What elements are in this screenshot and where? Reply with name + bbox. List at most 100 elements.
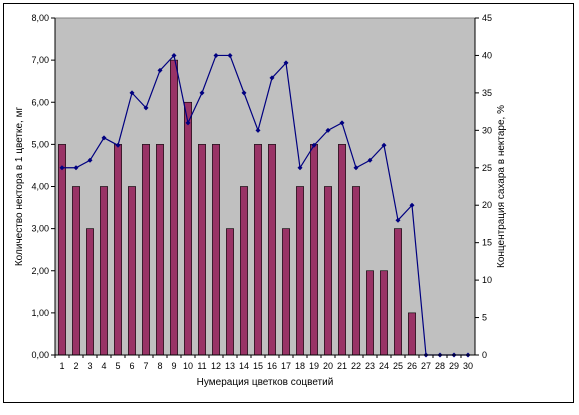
line-point bbox=[213, 52, 219, 58]
x-tick-label: 8 bbox=[157, 361, 162, 371]
bar bbox=[198, 144, 206, 356]
line-point bbox=[157, 67, 163, 73]
bar bbox=[338, 144, 346, 356]
x-tick-label: 24 bbox=[379, 361, 389, 371]
x-tick-label: 3 bbox=[87, 361, 92, 371]
bar bbox=[128, 186, 136, 356]
x-tick-label: 6 bbox=[129, 361, 134, 371]
left-tick-label: 3,00 bbox=[31, 224, 49, 234]
line-point bbox=[353, 165, 359, 171]
line-point bbox=[143, 105, 149, 111]
bar bbox=[324, 186, 332, 356]
line-point bbox=[367, 157, 373, 163]
line-point bbox=[87, 157, 93, 163]
bar bbox=[156, 144, 164, 356]
bar bbox=[268, 144, 276, 356]
bar bbox=[142, 144, 150, 356]
left-tick-label: 2,00 bbox=[31, 266, 49, 276]
bar bbox=[226, 228, 234, 356]
x-tick-label: 7 bbox=[143, 361, 148, 371]
line-point bbox=[297, 165, 303, 171]
bar bbox=[212, 144, 220, 356]
line-point bbox=[395, 217, 401, 223]
x-tick-label: 19 bbox=[309, 361, 319, 371]
bar bbox=[394, 228, 402, 356]
line-point bbox=[227, 52, 233, 58]
line-path bbox=[62, 54, 468, 356]
line-point bbox=[73, 165, 79, 171]
x-tick-label: 22 bbox=[351, 361, 361, 371]
x-tick-label: 15 bbox=[253, 361, 263, 371]
x-tick-label: 16 bbox=[267, 361, 277, 371]
bar bbox=[296, 186, 304, 356]
x-tick-label: 1 bbox=[59, 361, 64, 371]
bar bbox=[170, 59, 178, 356]
right-tick-label: 35 bbox=[482, 88, 492, 98]
left-tick-label: 1,00 bbox=[31, 308, 49, 318]
left-axis-title: Количество нектора в 1 цветке, мг bbox=[14, 107, 25, 267]
line-point bbox=[409, 202, 415, 208]
left-axis-ticks: 0,00 1,00 2,00 3,00 4,00 5,00 6,00 7,00 8,00 bbox=[31, 13, 55, 360]
bar bbox=[408, 312, 416, 356]
left-tick-label: 0,00 bbox=[31, 350, 49, 360]
x-tick-label: 14 bbox=[239, 361, 249, 371]
left-tick-label: 8,00 bbox=[31, 13, 49, 23]
line-point bbox=[199, 90, 205, 96]
left-tick-label: 4,00 bbox=[31, 182, 49, 192]
bar bbox=[100, 186, 108, 356]
line-point bbox=[185, 120, 191, 126]
bar bbox=[282, 228, 290, 356]
left-tick-label: 7,00 bbox=[31, 55, 49, 65]
right-axis-title: Концентрация сахара в нектаре, % bbox=[496, 105, 507, 268]
x-tick-label: 25 bbox=[393, 361, 403, 371]
x-tick-label: 18 bbox=[295, 361, 305, 371]
bar bbox=[114, 144, 122, 356]
x-tick-label: 13 bbox=[225, 361, 235, 371]
x-tick-label: 11 bbox=[197, 361, 206, 371]
x-tick-label: 5 bbox=[115, 361, 120, 371]
x-tick-label: 23 bbox=[365, 361, 375, 371]
x-axis-ticks: 1 2 3 4 5 6 7 8 9 10 11 12 13 14 15 16 17 18 19 20 21 22 23 24 2… bbox=[54, 355, 473, 371]
x-tick-label: 10 bbox=[183, 361, 193, 371]
x-tick-label: 29 bbox=[449, 361, 459, 371]
right-tick-label: 30 bbox=[482, 125, 492, 135]
bar bbox=[72, 186, 80, 356]
x-tick-label: 28 bbox=[435, 361, 445, 371]
x-tick-label: 2 bbox=[73, 361, 78, 371]
line-point bbox=[171, 52, 177, 58]
right-tick-label: 5 bbox=[482, 313, 487, 323]
x-tick-label: 4 bbox=[101, 361, 106, 371]
right-tick-label: 15 bbox=[482, 238, 492, 248]
x-tick-label: 21 bbox=[337, 361, 347, 371]
right-tick-label: 10 bbox=[482, 275, 492, 285]
bar bbox=[240, 186, 248, 356]
line-point bbox=[101, 135, 107, 141]
line-point bbox=[115, 142, 121, 148]
line-point bbox=[269, 75, 275, 81]
left-tick-label: 5,00 bbox=[31, 139, 49, 149]
bar bbox=[366, 270, 374, 356]
bar bbox=[58, 144, 66, 356]
right-axis-ticks: 0 5 10 15 20 25 30 35 40 45 bbox=[475, 13, 492, 360]
line-point bbox=[255, 127, 261, 133]
left-tick-label: 6,00 bbox=[31, 97, 49, 107]
right-tick-label: 0 bbox=[482, 350, 487, 360]
right-tick-label: 25 bbox=[482, 163, 492, 173]
bar bbox=[254, 144, 262, 356]
line-point bbox=[311, 142, 317, 148]
bar bbox=[380, 270, 388, 356]
x-tick-label: 27 bbox=[421, 361, 431, 371]
x-axis-title: Нумерация цветков соцветий bbox=[197, 377, 334, 388]
line-point bbox=[325, 127, 331, 133]
x-tick-label: 17 bbox=[281, 361, 291, 371]
x-tick-label: 20 bbox=[323, 361, 333, 371]
right-tick-label: 20 bbox=[482, 200, 492, 210]
bar bbox=[352, 186, 360, 356]
bar bbox=[184, 101, 192, 356]
x-tick-label: 26 bbox=[407, 361, 417, 371]
line-point bbox=[241, 90, 247, 96]
bar-series bbox=[58, 59, 416, 356]
x-tick-label: 30 bbox=[463, 361, 473, 371]
plot-area bbox=[54, 17, 476, 356]
